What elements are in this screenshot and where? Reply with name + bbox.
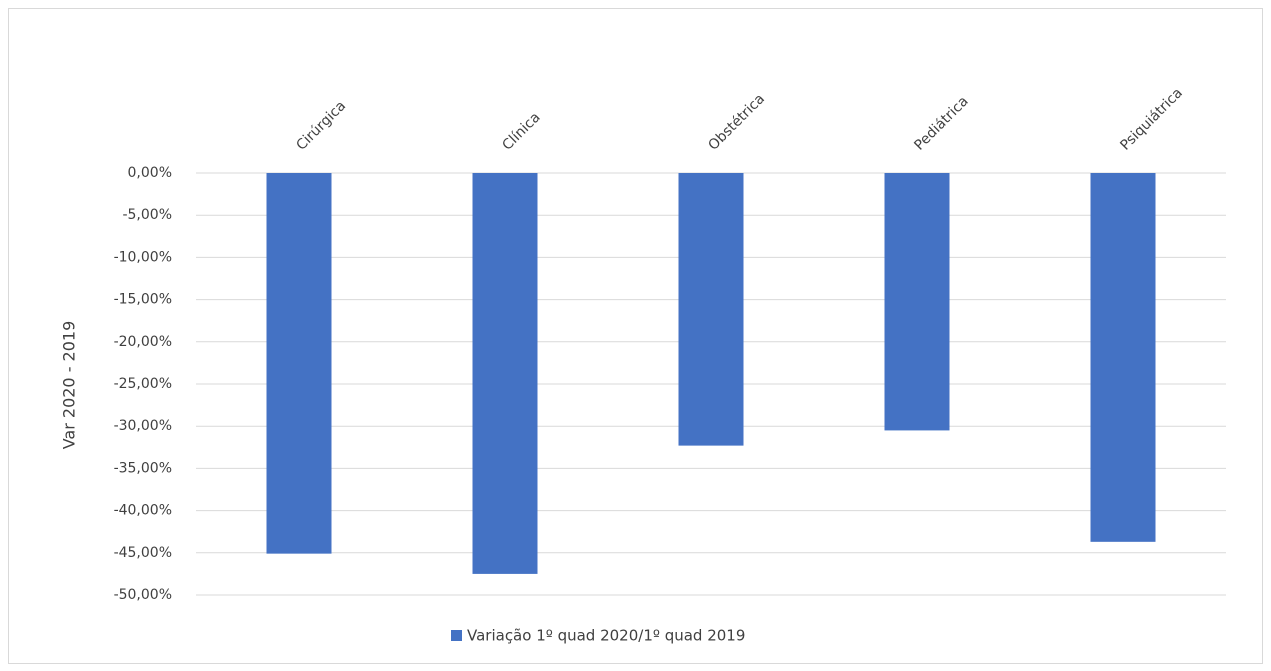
y-tick-label: -25,00%	[114, 376, 172, 392]
bar	[884, 173, 950, 431]
y-tick-label: -10,00%	[114, 249, 172, 265]
chart-border	[8, 8, 1263, 664]
y-axis-title: Var 2020 - 2019	[60, 321, 79, 450]
legend-label: Variação 1º quad 2020/1º quad 2019	[467, 627, 745, 645]
legend-swatch	[451, 630, 462, 641]
bar	[472, 173, 538, 574]
y-tick-label: -40,00%	[114, 503, 172, 519]
y-tick-label: -5,00%	[122, 207, 172, 223]
y-tick-label: -50,00%	[114, 587, 172, 603]
y-tick-label: -35,00%	[114, 460, 172, 476]
bar	[1090, 173, 1156, 542]
bar	[678, 173, 744, 446]
y-tick-label: -15,00%	[114, 292, 172, 308]
bar	[266, 173, 332, 554]
y-tick-label: -45,00%	[114, 545, 172, 561]
y-tick-label: -30,00%	[114, 418, 172, 434]
y-tick-label: 0,00%	[128, 165, 172, 181]
y-tick-label: -20,00%	[114, 334, 172, 350]
